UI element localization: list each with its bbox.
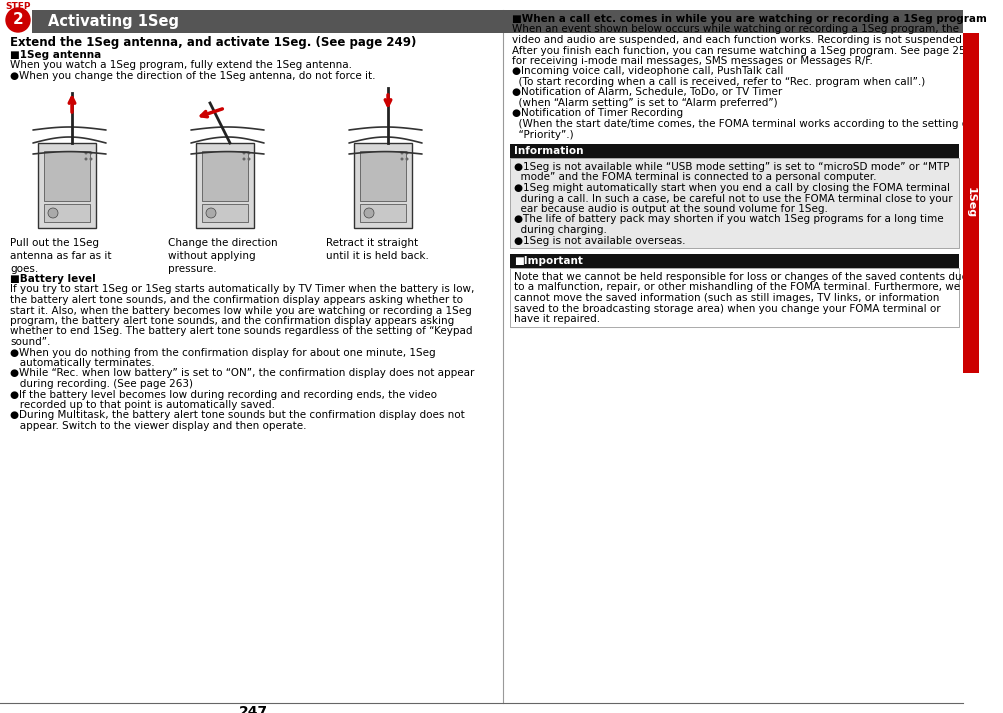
Bar [510, 254, 958, 268]
Text: Information: Information [514, 146, 583, 156]
Text: ●During Multitask, the battery alert tone sounds but the confirmation display do: ●During Multitask, the battery alert ton… [10, 411, 464, 421]
Circle shape [84, 158, 87, 160]
Circle shape [206, 208, 216, 218]
Text: ●Incoming voice call, videophone call, PushTalk call: ●Incoming voice call, videophone call, P… [512, 66, 782, 76]
Bar [510, 144, 958, 158]
Bar [38, 143, 96, 228]
Text: When an event shown below occurs while watching or recording a 1Seg program, the: When an event shown below occurs while w… [512, 24, 958, 34]
Bar [510, 158, 958, 248]
Text: Extend the 1Seg antenna, and activate 1Seg. (See page 249): Extend the 1Seg antenna, and activate 1S… [10, 36, 416, 49]
Circle shape [89, 151, 92, 155]
Text: Change the direction
without applying
pressure.: Change the direction without applying pr… [168, 238, 278, 274]
Text: Pull out the 1Seg
antenna as far as it
goes.: Pull out the 1Seg antenna as far as it g… [10, 238, 111, 274]
Circle shape [248, 158, 251, 160]
Text: ■Important: ■Important [514, 256, 583, 266]
Circle shape [243, 151, 246, 155]
Text: ●1Seg is not available overseas.: ●1Seg is not available overseas. [514, 235, 685, 245]
Text: ■Battery level: ■Battery level [10, 274, 95, 284]
Text: When you watch a 1Seg program, fully extend the 1Seg antenna.: When you watch a 1Seg program, fully ext… [10, 61, 352, 71]
Circle shape [364, 208, 374, 218]
Text: 2: 2 [13, 13, 23, 28]
Circle shape [400, 151, 403, 155]
Bar [510, 268, 958, 327]
Text: ●1Seg might automatically start when you end a call by closing the FOMA terminal: ●1Seg might automatically start when you… [514, 183, 949, 193]
Bar [360, 204, 405, 222]
Text: for receiving i-mode mail messages, SMS messages or Messages R/F.: for receiving i-mode mail messages, SMS … [512, 56, 872, 66]
Circle shape [400, 158, 403, 160]
Circle shape [8, 10, 28, 30]
Text: ■When a call etc. comes in while you are watching or recording a 1Seg program: ■When a call etc. comes in while you are… [512, 14, 986, 24]
Circle shape [405, 158, 408, 160]
Text: recorded up to that point is automatically saved.: recorded up to that point is automatical… [10, 400, 275, 410]
Bar [202, 151, 248, 201]
Circle shape [248, 151, 251, 155]
Circle shape [6, 8, 30, 32]
Text: ■1Seg antenna: ■1Seg antenna [10, 50, 101, 60]
Text: (When the start date/time comes, the FOMA terminal works according to the settin: (When the start date/time comes, the FOM… [512, 119, 971, 129]
Bar [44, 204, 90, 222]
Text: whether to end 1Seg. The battery alert tone sounds regardless of the setting of : whether to end 1Seg. The battery alert t… [10, 327, 472, 337]
Text: Activating 1Seg: Activating 1Seg [48, 14, 179, 29]
Text: ●If the battery level becomes low during recording and recording ends, the video: ●If the battery level becomes low during… [10, 389, 436, 399]
Text: video and audio are suspended, and each function works. Recording is not suspend: video and audio are suspended, and each … [512, 35, 964, 45]
Text: Retract it straight
until it is held back.: Retract it straight until it is held bac… [326, 238, 428, 261]
Text: If you try to start 1Seg or 1Seg starts automatically by TV Timer when the batte: If you try to start 1Seg or 1Seg starts … [10, 284, 473, 294]
Text: ●Notification of Timer Recording: ●Notification of Timer Recording [512, 108, 682, 118]
Text: to a malfunction, repair, or other mishandling of the FOMA terminal. Furthermore: to a malfunction, repair, or other misha… [514, 282, 959, 292]
Text: “Priority”.): “Priority”.) [512, 130, 573, 140]
Text: automatically terminates.: automatically terminates. [10, 358, 154, 368]
Text: during charging.: during charging. [514, 225, 606, 235]
Text: appear. Switch to the viewer display and then operate.: appear. Switch to the viewer display and… [10, 421, 306, 431]
Text: sound”.: sound”. [10, 337, 50, 347]
Bar [962, 33, 978, 373]
Text: 1Seg: 1Seg [965, 188, 975, 219]
Text: start it. Also, when the battery becomes low while you are watching or recording: start it. Also, when the battery becomes… [10, 305, 471, 315]
Text: saved to the broadcasting storage area) when you change your FOMA terminal or: saved to the broadcasting storage area) … [514, 304, 940, 314]
Text: ●When you do nothing from the confirmation display for about one minute, 1Seg: ●When you do nothing from the confirmati… [10, 347, 435, 357]
Bar [503, 10, 962, 33]
Text: ●When you change the direction of the 1Seg antenna, do not force it.: ●When you change the direction of the 1S… [10, 71, 375, 81]
Text: 247: 247 [239, 705, 268, 713]
Text: ●Notification of Alarm, Schedule, ToDo, or TV Timer: ●Notification of Alarm, Schedule, ToDo, … [512, 88, 781, 98]
Bar [32, 10, 503, 33]
Text: ear because audio is output at the sound volume for 1Seg.: ear because audio is output at the sound… [514, 204, 827, 214]
Circle shape [84, 151, 87, 155]
Circle shape [89, 158, 92, 160]
Bar [202, 204, 248, 222]
Text: ●The life of battery pack may shorten if you watch 1Seg programs for a long time: ●The life of battery pack may shorten if… [514, 215, 943, 225]
Text: ●1Seg is not available while “USB mode setting” is set to “microSD mode” or “MTP: ●1Seg is not available while “USB mode s… [514, 162, 949, 172]
Circle shape [48, 208, 58, 218]
Bar [196, 143, 254, 228]
Text: during recording. (See page 263): during recording. (See page 263) [10, 379, 193, 389]
Text: have it repaired.: have it repaired. [514, 314, 600, 324]
Text: STEP: STEP [5, 2, 30, 11]
Bar [360, 151, 405, 201]
Text: Note that we cannot be held responsible for loss or changes of the saved content: Note that we cannot be held responsible … [514, 272, 967, 282]
Text: the battery alert tone sounds, and the confirmation display appears asking wheth: the battery alert tone sounds, and the c… [10, 295, 462, 305]
Text: during a call. In such a case, be careful not to use the FOMA terminal close to : during a call. In such a case, be carefu… [514, 193, 952, 203]
Bar [354, 143, 411, 228]
Text: mode” and the FOMA terminal is connected to a personal computer.: mode” and the FOMA terminal is connected… [514, 173, 876, 183]
Text: (To start recording when a call is received, refer to “Rec. program when call”.): (To start recording when a call is recei… [512, 77, 925, 87]
Text: program, the battery alert tone sounds, and the confirmation display appears ask: program, the battery alert tone sounds, … [10, 316, 453, 326]
Bar [44, 151, 90, 201]
Circle shape [405, 151, 408, 155]
Text: (when “Alarm setting” is set to “Alarm preferred”): (when “Alarm setting” is set to “Alarm p… [512, 98, 777, 108]
Text: After you finish each function, you can resume watching a 1Seg program. See page: After you finish each function, you can … [512, 46, 971, 56]
Text: cannot move the saved information (such as still images, TV links, or informatio: cannot move the saved information (such … [514, 293, 939, 303]
Text: ●While “Rec. when low battery” is set to “ON”, the confirmation display does not: ●While “Rec. when low battery” is set to… [10, 369, 473, 379]
Circle shape [243, 158, 246, 160]
